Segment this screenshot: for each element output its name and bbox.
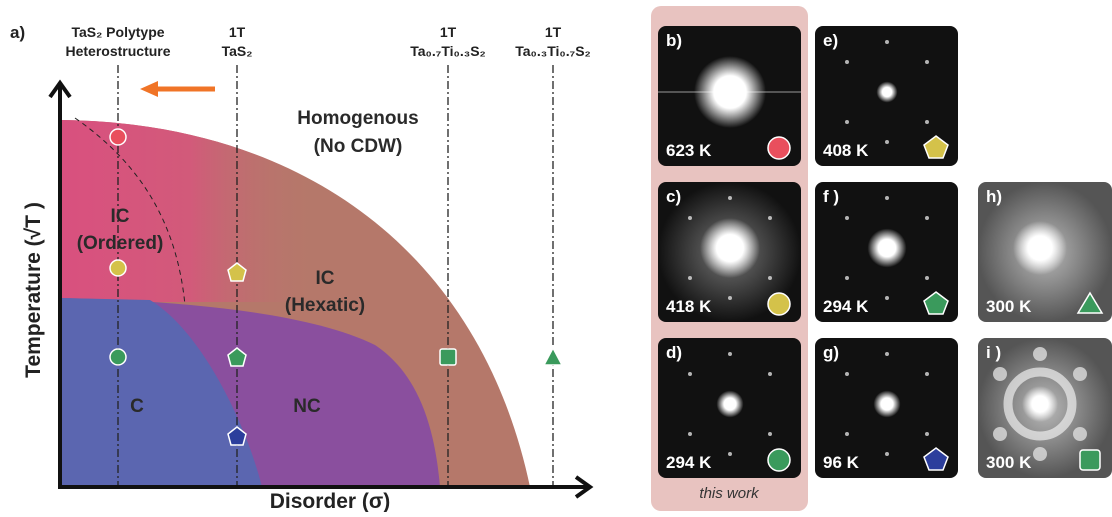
region-label: IC — [111, 206, 130, 227]
temperature: 623 K — [666, 141, 712, 160]
x-axis-title: Disorder (σ) — [270, 490, 391, 512]
central-spot — [1022, 386, 1058, 422]
spot — [688, 432, 692, 436]
panel-label: e) — [823, 31, 838, 50]
spot — [728, 352, 732, 356]
central-spot — [877, 82, 898, 103]
temperature: 300 K — [986, 297, 1032, 316]
spot — [1073, 367, 1087, 381]
column-header: TaS₂ Polytype — [71, 24, 164, 40]
arrow-head — [140, 81, 158, 97]
panel-label: g) — [823, 343, 839, 362]
panel-label: h) — [986, 187, 1002, 206]
central-spot — [717, 391, 744, 418]
marker — [1080, 450, 1100, 470]
spot — [925, 60, 929, 64]
spot — [768, 372, 772, 376]
panel-label: c) — [666, 187, 681, 206]
spot — [925, 432, 929, 436]
diffraction-panels: b) 623 K c) 418 K d) 294 K e) 408 K f ) 294 K g) 96… — [658, 26, 1112, 478]
central-spot — [1013, 221, 1067, 275]
spot — [925, 120, 929, 124]
column-header: 1T — [545, 24, 562, 40]
spot — [845, 276, 849, 280]
ordered-region — [60, 110, 320, 302]
spot — [885, 40, 889, 44]
spot — [728, 296, 732, 300]
marker — [440, 349, 456, 365]
spot — [728, 196, 732, 200]
column-header: TaS₂ — [222, 43, 253, 59]
spot — [1073, 427, 1087, 441]
spot — [845, 432, 849, 436]
panel-label: a) — [10, 23, 25, 42]
region-label: (Ordered) — [77, 233, 164, 254]
spot — [845, 60, 849, 64]
marker — [110, 260, 126, 276]
panel-label: f ) — [823, 187, 839, 206]
temperature: 96 K — [823, 453, 860, 472]
spot — [885, 352, 889, 356]
temperature: 300 K — [986, 453, 1032, 472]
central-spot — [694, 56, 766, 128]
temperature: 294 K — [823, 297, 869, 316]
spot — [885, 452, 889, 456]
column-header: 1T — [229, 24, 246, 40]
spot — [845, 120, 849, 124]
temperature: 418 K — [666, 297, 712, 316]
spot — [885, 196, 889, 200]
marker — [544, 348, 562, 365]
spot — [885, 140, 889, 144]
spot — [768, 432, 772, 436]
temperature: 408 K — [823, 141, 869, 160]
central-spot — [700, 218, 760, 278]
region-label: (Hexatic) — [285, 295, 365, 316]
spot — [993, 427, 1007, 441]
marker — [110, 349, 126, 365]
spot — [688, 216, 692, 220]
central-spot — [868, 229, 907, 268]
spot — [688, 276, 692, 280]
column-header: Ta₀.₇Ti₀.₃S₂ — [410, 43, 486, 59]
spot — [728, 452, 732, 456]
column-header: Heterostructure — [65, 43, 170, 59]
region-label: IC — [316, 268, 335, 289]
region-label: NC — [293, 396, 321, 417]
panel-label: i ) — [986, 343, 1001, 362]
spot — [845, 372, 849, 376]
spot — [925, 216, 929, 220]
region-label: C — [130, 396, 144, 417]
spot — [925, 276, 929, 280]
region-label: Homogenous — [297, 108, 418, 129]
spot — [925, 372, 929, 376]
figure: a) TaS₂ Polytype Heterostructure 1T TaS₂… — [0, 0, 1112, 512]
temperature: 294 K — [666, 453, 712, 472]
central-spot — [874, 391, 901, 418]
marker — [768, 137, 790, 159]
region-label: (No CDW) — [314, 136, 403, 157]
column-header: 1T — [440, 24, 457, 40]
panel-label: b) — [666, 31, 682, 50]
spot — [768, 216, 772, 220]
marker — [768, 449, 790, 471]
y-axis-title: Temperature (√T ) — [22, 202, 45, 378]
marker — [110, 129, 126, 145]
spot — [1033, 447, 1047, 461]
spot — [885, 296, 889, 300]
spot — [845, 216, 849, 220]
spot — [993, 367, 1007, 381]
column-header: Ta₀.₃Ti₀.₇S₂ — [515, 43, 591, 59]
marker — [768, 293, 790, 315]
spot — [768, 276, 772, 280]
panel-label: d) — [666, 343, 682, 362]
note: this work — [699, 485, 760, 502]
spot — [1033, 347, 1047, 361]
spot — [688, 372, 692, 376]
